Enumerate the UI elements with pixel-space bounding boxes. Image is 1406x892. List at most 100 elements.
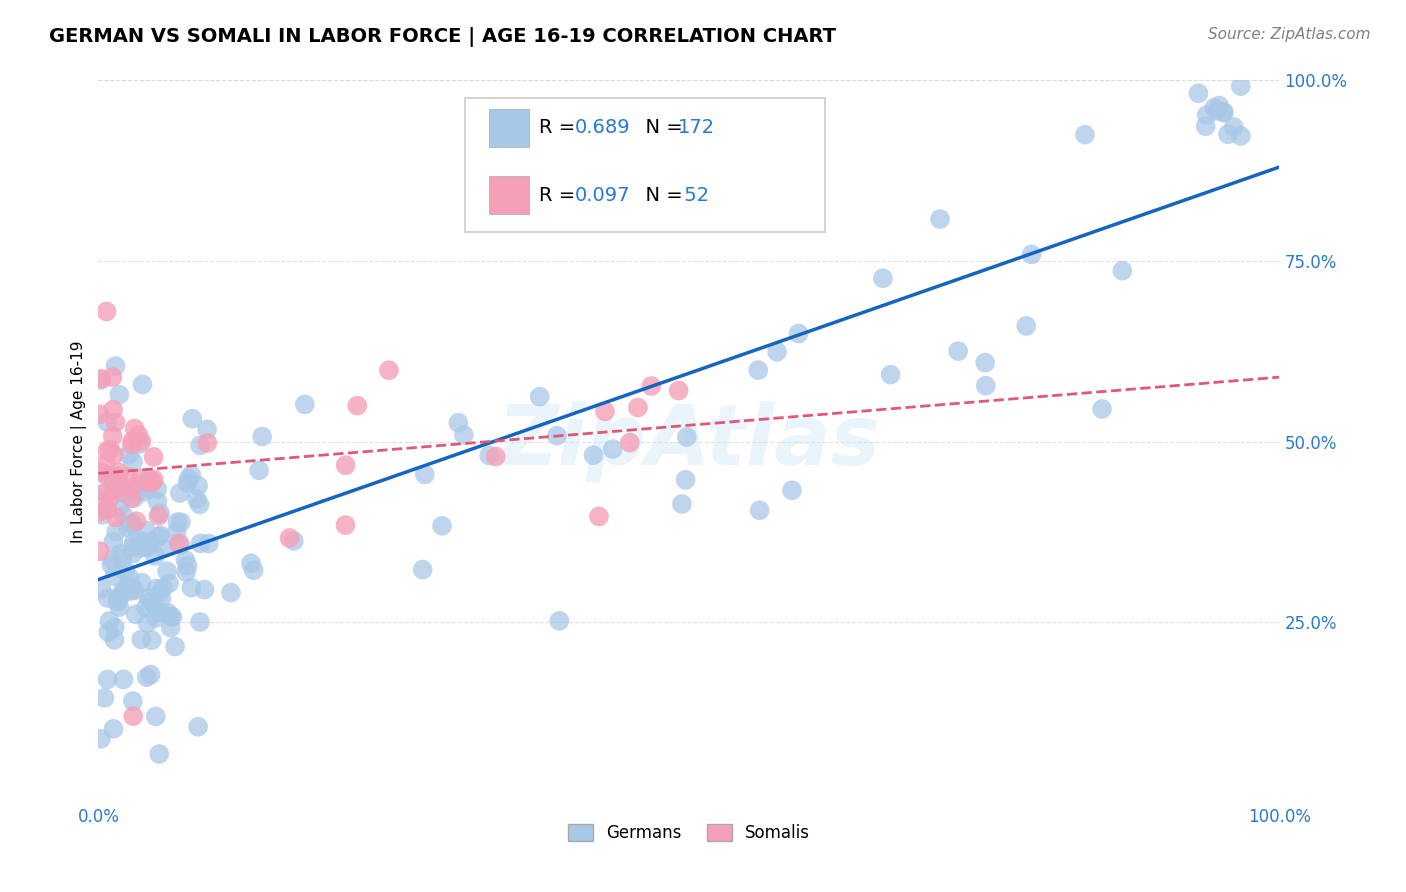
Point (1195, 108, 1218, 122)
Point (1230, 128, 1253, 143)
Point (150, 591, 173, 606)
Point (1021, 247, 1043, 261)
Point (98, 491, 121, 505)
Point (96, 304, 118, 318)
Text: ZipAtlas: ZipAtlas (498, 401, 880, 482)
Point (111, 584, 134, 599)
Point (1074, 128, 1097, 142)
Point (1212, 105, 1234, 120)
Point (107, 592, 129, 607)
Point (103, 722, 125, 736)
Point (127, 428, 149, 442)
Point (101, 429, 124, 443)
Point (101, 402, 124, 417)
Point (128, 437, 150, 451)
Point (162, 610, 184, 624)
Point (156, 564, 179, 578)
Point (96, 486, 118, 500)
Point (97, 625, 120, 640)
Point (96, 468, 118, 483)
Point (117, 520, 139, 534)
Point (1205, 103, 1227, 118)
Text: R =: R = (538, 186, 582, 204)
Point (548, 614, 571, 628)
Point (149, 506, 172, 520)
Point (103, 534, 125, 549)
Point (104, 416, 127, 430)
Point (115, 488, 138, 502)
Point (118, 448, 141, 462)
Point (146, 482, 169, 496)
Point (138, 540, 160, 554)
Text: 0.097: 0.097 (575, 186, 630, 204)
Point (108, 387, 131, 401)
Point (602, 442, 624, 456)
Point (108, 500, 131, 514)
Point (146, 494, 169, 508)
Point (143, 549, 166, 563)
Point (138, 591, 160, 605)
Point (187, 478, 209, 492)
Point (619, 435, 641, 450)
Text: R =: R = (538, 119, 582, 137)
Point (974, 355, 997, 369)
Point (132, 538, 155, 552)
Text: N =: N = (634, 119, 689, 137)
Point (121, 540, 143, 554)
FancyBboxPatch shape (489, 177, 530, 214)
Point (117, 580, 139, 594)
Point (96, 673, 118, 687)
Point (105, 524, 128, 539)
Point (148, 747, 170, 761)
Point (1195, 120, 1218, 134)
Point (149, 528, 172, 542)
Point (135, 541, 157, 555)
Point (136, 482, 159, 496)
Point (145, 582, 167, 596)
Point (131, 434, 153, 449)
Point (177, 472, 200, 486)
Point (174, 553, 197, 567)
Point (90, 582, 112, 596)
Point (193, 582, 215, 597)
Point (124, 421, 146, 435)
Point (104, 483, 127, 497)
Point (122, 517, 145, 532)
Point (142, 450, 165, 464)
Point (98, 442, 121, 457)
Point (139, 667, 162, 681)
Point (169, 486, 191, 500)
Point (112, 673, 135, 687)
Point (412, 563, 434, 577)
Point (118, 584, 141, 599)
Point (94, 456, 117, 470)
Point (335, 518, 357, 533)
Point (135, 600, 157, 615)
Point (176, 475, 198, 490)
Point (110, 547, 132, 561)
Point (588, 509, 610, 524)
Point (1229, 79, 1251, 94)
Point (122, 534, 145, 549)
Point (195, 436, 218, 450)
Point (89, 544, 111, 558)
Point (120, 516, 142, 531)
Point (138, 472, 160, 486)
Point (124, 491, 146, 505)
Point (101, 370, 124, 384)
Point (219, 585, 242, 599)
Point (929, 212, 952, 227)
Point (283, 533, 305, 548)
Point (676, 430, 699, 444)
Point (149, 606, 172, 620)
Text: 52: 52 (678, 186, 710, 204)
Point (278, 531, 301, 545)
Point (136, 615, 159, 630)
Point (346, 399, 368, 413)
Point (335, 458, 357, 473)
Point (129, 632, 152, 647)
Point (107, 591, 129, 606)
Point (131, 377, 153, 392)
Point (974, 378, 997, 392)
Point (122, 547, 145, 561)
